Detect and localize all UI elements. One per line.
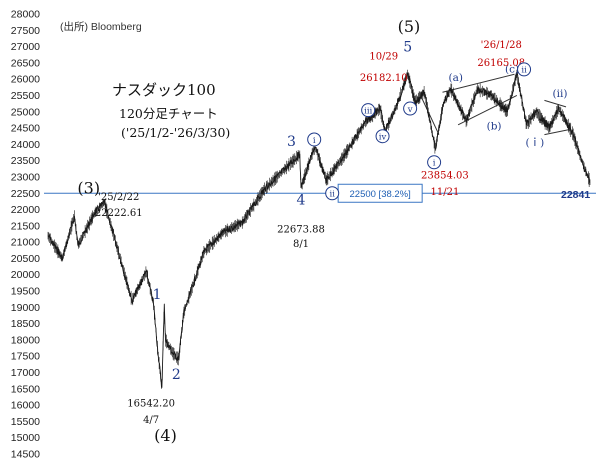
annotation-low-date: 4/7 <box>143 415 159 426</box>
annotation-w3: 3 <box>287 134 296 150</box>
chart-subtitle: 120分足チャート <box>119 106 218 121</box>
chart-title: ナスダック100 <box>112 81 216 99</box>
y-tick-label: 23000 <box>11 171 40 183</box>
annotation-w4-date: 8/1 <box>293 239 309 250</box>
y-tick-label: 18000 <box>11 334 40 346</box>
annotation-w2: 2 <box>172 367 181 383</box>
y-tick-label: 17000 <box>11 367 40 379</box>
annotation-peak2-value: 26165.08 <box>477 58 525 69</box>
y-tick-label: 26500 <box>11 57 40 69</box>
annotation-sub-b: (b) <box>487 121 502 133</box>
y-tick-label: 25500 <box>11 90 40 102</box>
y-tick-label: 19000 <box>11 302 40 314</box>
annotation-w3-major: (3) <box>77 178 100 197</box>
y-tick-label: 20000 <box>11 269 40 281</box>
y-tick-label: 20500 <box>11 253 40 265</box>
wave-circle-label: ⅱ <box>329 190 335 200</box>
annotation-w4: 4 <box>297 193 306 209</box>
y-tick-label: 15500 <box>11 416 40 428</box>
y-tick-label: 28000 <box>11 9 40 21</box>
y-tick-label: 21000 <box>11 237 40 249</box>
annotation-w3-date: '25/2/22 <box>98 192 139 203</box>
wave-circle-label: ⅲ <box>364 106 372 116</box>
circled-labels: ⅰ ⅱ ⅲ ⅳ ⅴ ⅰ ⅱ <box>307 62 532 201</box>
annotation-low2-value: 23854.03 <box>421 171 469 182</box>
annotation-w3-value: 22222.61 <box>95 208 143 219</box>
y-tick-label: 19500 <box>11 286 40 298</box>
y-tick-label: 18500 <box>11 318 40 330</box>
y-tick-label: 22000 <box>11 204 40 216</box>
wave-circle-ciii <box>361 103 376 118</box>
annotation-w1: 1 <box>153 287 162 303</box>
y-tick-label: 25000 <box>11 106 40 118</box>
support-label: 22500 [38.2%] <box>350 189 411 200</box>
annotation-last-value: 22841 <box>561 189 590 201</box>
annotation-sub-ii: (ⅱ) <box>553 88 568 100</box>
y-tick-label: 26000 <box>11 74 40 86</box>
y-tick-label: 16000 <box>11 400 40 412</box>
trendline <box>421 98 440 135</box>
y-tick-label: 27000 <box>11 41 40 53</box>
annotation-w5: 5 <box>403 39 412 55</box>
y-tick-label: 14500 <box>11 449 40 461</box>
wave-circle-label: ⅰ <box>313 136 316 146</box>
annotation-sub-i: (ｉ) <box>525 137 544 149</box>
trendline <box>544 99 567 108</box>
annotation-w4-major: (4) <box>154 426 177 445</box>
wave-circle-civ <box>375 129 390 144</box>
annotation-peak-value: 26182.10 <box>360 73 408 84</box>
wave-circle-label: ⅱ <box>521 66 527 76</box>
wave-circle-ci <box>307 132 322 147</box>
wave-circle-cv <box>403 101 418 116</box>
y-tick-label: 23500 <box>11 155 40 167</box>
y-tick-label: 27500 <box>11 25 40 37</box>
wave-circle-label: ⅰ <box>433 159 436 169</box>
y-tick-label: 21500 <box>11 220 40 232</box>
annotation-w5-major: (5) <box>398 17 421 36</box>
trendline <box>544 129 569 136</box>
source-label: (出所) Bloomberg <box>60 20 142 33</box>
y-axis: 14500 15000 15500 16000 16500 17000 17500 18000… <box>11 9 40 461</box>
annotation-w4-value: 22673.88 <box>277 224 325 235</box>
y-tick-label: 17500 <box>11 351 40 363</box>
wave-circle-label: ⅴ <box>407 105 413 115</box>
y-tick-label: 15000 <box>11 432 40 444</box>
annotations: (3)'25/2/22 22222.61 1 2 (4) 16542.20 4/7 3 4 226… <box>77 17 590 445</box>
support-line: 22500 [38.2%] <box>44 183 596 203</box>
annotation-low-value: 16542.20 <box>127 399 175 410</box>
y-tick-label: 24000 <box>11 139 40 151</box>
y-tick-label: 24500 <box>11 123 40 135</box>
annotation-low2-date: 11/21 <box>430 187 459 198</box>
trendline <box>442 73 515 93</box>
wave-circle-label: ⅳ <box>379 133 387 143</box>
annotation-sub-c: (c) <box>505 64 519 76</box>
annotation-peak-date: 10/29 <box>369 52 398 63</box>
wave-circle-ci_b <box>427 155 442 170</box>
annotation-peak2-date: '26/1/28 <box>481 40 522 51</box>
wave-circle-cii <box>325 186 340 201</box>
y-tick-label: 22500 <box>11 188 40 200</box>
y-tick-label: 16500 <box>11 383 40 395</box>
annotation-sub-a: (a) <box>448 72 462 84</box>
chart-period: ('25/1/2-'26/3/30) <box>121 125 230 140</box>
wave-circle-cii_b <box>517 62 532 77</box>
